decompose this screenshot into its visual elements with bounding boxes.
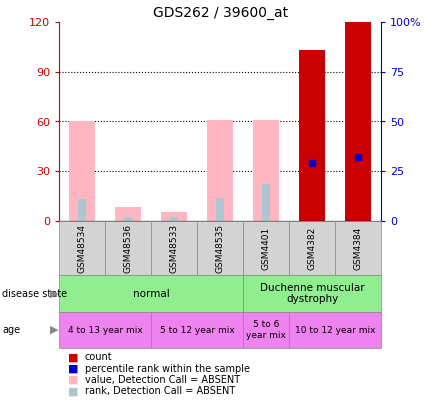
Text: ■: ■	[68, 375, 78, 385]
Text: percentile rank within the sample: percentile rank within the sample	[85, 364, 250, 373]
FancyBboxPatch shape	[105, 221, 151, 275]
Bar	[70, 122, 95, 221]
FancyBboxPatch shape	[197, 221, 243, 275]
FancyBboxPatch shape	[243, 275, 381, 312]
FancyBboxPatch shape	[151, 221, 197, 275]
Text: 5 to 6
year mix: 5 to 6 year mix	[246, 320, 286, 340]
Text: value, Detection Call = ABSENT: value, Detection Call = ABSENT	[85, 375, 240, 385]
Bar	[262, 184, 270, 221]
Text: count: count	[85, 352, 112, 362]
Text: GSM4382: GSM4382	[307, 226, 317, 270]
Bar	[346, 22, 371, 221]
Bar	[216, 198, 224, 221]
FancyBboxPatch shape	[59, 275, 243, 312]
Text: GSM48535: GSM48535	[215, 224, 225, 273]
Text: Duchenne muscular
dystrophy: Duchenne muscular dystrophy	[260, 283, 364, 305]
FancyBboxPatch shape	[289, 312, 381, 348]
Bar	[254, 120, 279, 221]
Text: 10 to 12 year mix: 10 to 12 year mix	[295, 326, 375, 335]
Text: 4 to 13 year mix: 4 to 13 year mix	[68, 326, 142, 335]
Text: 5 to 12 year mix: 5 to 12 year mix	[160, 326, 234, 335]
Bar	[116, 207, 141, 221]
Text: ▶: ▶	[50, 289, 59, 298]
Text: GSM48534: GSM48534	[78, 224, 87, 273]
Bar	[124, 217, 132, 221]
Bar	[208, 120, 233, 221]
Title: GDS262 / 39600_at: GDS262 / 39600_at	[152, 6, 288, 20]
FancyBboxPatch shape	[59, 221, 105, 275]
Text: GSM4384: GSM4384	[353, 226, 363, 270]
FancyBboxPatch shape	[243, 221, 289, 275]
Text: GSM48533: GSM48533	[170, 224, 179, 273]
Bar	[78, 199, 86, 221]
Bar	[300, 50, 325, 221]
Bar	[162, 213, 187, 221]
Text: normal: normal	[133, 289, 170, 298]
Text: age: age	[2, 325, 20, 335]
Text: GSM48536: GSM48536	[124, 224, 133, 273]
FancyBboxPatch shape	[59, 312, 151, 348]
FancyBboxPatch shape	[289, 221, 335, 275]
Text: ■: ■	[68, 352, 78, 362]
Text: disease state: disease state	[2, 289, 67, 298]
FancyBboxPatch shape	[243, 312, 289, 348]
Text: ■: ■	[68, 364, 78, 373]
FancyBboxPatch shape	[335, 221, 381, 275]
Text: ▶: ▶	[50, 325, 59, 335]
FancyBboxPatch shape	[151, 312, 243, 348]
Text: ■: ■	[68, 386, 78, 396]
Text: GSM4401: GSM4401	[261, 226, 271, 270]
Text: rank, Detection Call = ABSENT: rank, Detection Call = ABSENT	[85, 386, 235, 396]
Bar	[170, 217, 178, 221]
